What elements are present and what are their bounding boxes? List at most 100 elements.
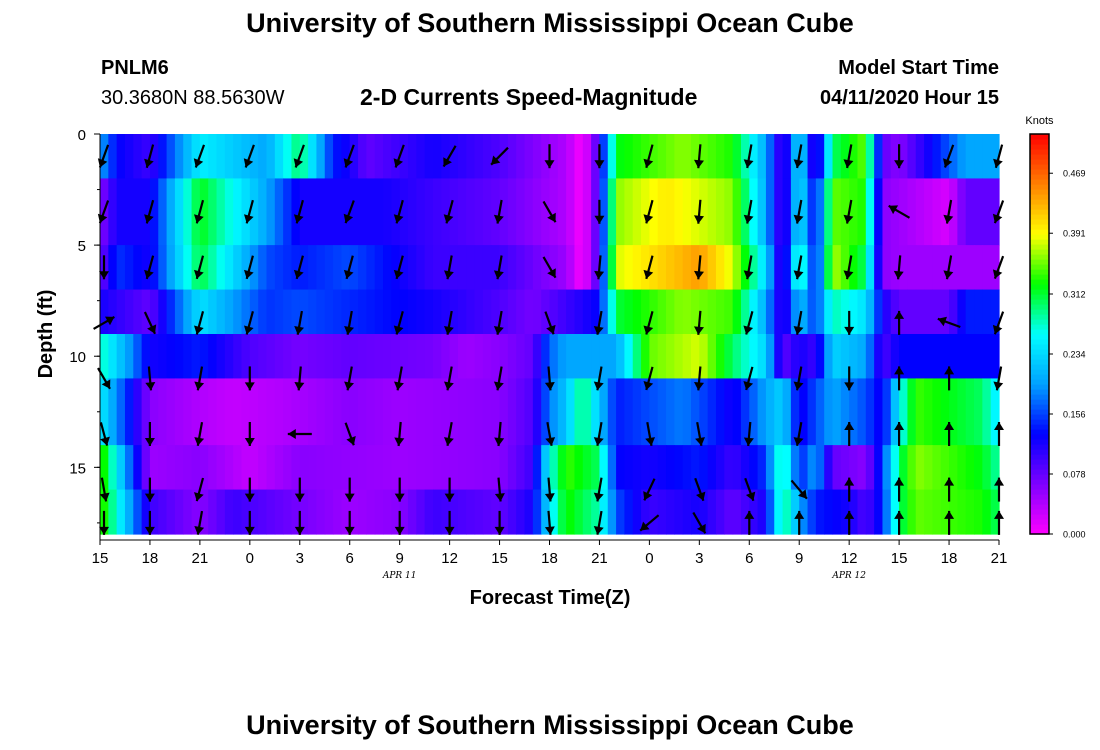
heatmap-cell — [774, 378, 784, 446]
heatmap-cell — [341, 245, 351, 291]
heatmap-cell — [757, 245, 767, 291]
heatmap-cell — [674, 134, 684, 180]
current-arrow-head — [744, 510, 755, 519]
colorbar-segment — [1030, 484, 1049, 490]
heatmap-cell — [299, 178, 309, 246]
current-arrow-head — [694, 326, 704, 335]
heatmap-cell — [982, 178, 992, 246]
heatmap-cell — [199, 378, 209, 446]
heatmap-cell — [274, 378, 284, 446]
current-arrow-head — [394, 437, 405, 446]
heatmap-cell — [524, 334, 534, 380]
heatmap-cell — [149, 134, 159, 180]
heatmap-cell — [133, 134, 143, 180]
colorbar-segment — [1030, 354, 1049, 360]
heatmap-cell — [366, 378, 376, 446]
heatmap-cell — [907, 378, 917, 446]
heatmap-cell — [158, 134, 168, 180]
heatmap-cell — [990, 245, 1000, 291]
heatmap-cell — [840, 178, 850, 246]
heatmap-cell — [899, 378, 909, 446]
heatmap-cell — [241, 334, 251, 380]
heatmap-cell — [732, 334, 742, 380]
colorbar-segment — [1030, 399, 1049, 405]
heatmap-cell — [183, 178, 193, 246]
x-tick-label: 12 — [441, 550, 458, 567]
heatmap-cell — [124, 245, 134, 291]
heatmap-cell — [299, 445, 309, 491]
colorbar-segment — [1030, 329, 1049, 335]
current-arrow-head — [294, 382, 305, 391]
heatmap-cell — [308, 445, 318, 491]
current-arrow-head — [546, 324, 556, 335]
heatmap-cell — [258, 289, 268, 335]
heatmap-cell — [208, 378, 218, 446]
heatmap-cell — [183, 445, 193, 491]
colorbar-segment — [1030, 454, 1049, 460]
current-arrow-head — [544, 160, 555, 169]
heatmap-cell — [974, 178, 983, 246]
heatmap-cell — [582, 489, 592, 535]
current-arrow-head — [992, 269, 1003, 279]
heatmap-cell — [682, 445, 692, 491]
heatmap-cell — [907, 134, 917, 180]
heatmap-cell — [216, 178, 226, 246]
heatmap-cell — [740, 289, 750, 335]
heatmap-cell — [407, 489, 417, 535]
station-location: 30.3680N 88.5630W — [101, 87, 285, 109]
heatmap-cell — [383, 289, 392, 335]
heatmap-cell — [149, 289, 159, 335]
heatmap-cell — [507, 245, 517, 291]
heatmap-cell — [782, 378, 792, 446]
heatmap-cell — [899, 489, 909, 535]
heatmap-cell — [566, 289, 576, 335]
current-arrow-head — [97, 213, 108, 224]
heatmap-cell — [449, 134, 459, 180]
colorbar-segment — [1030, 164, 1049, 170]
heatmap-cell — [532, 178, 542, 246]
current-arrow-head — [194, 526, 205, 535]
heatmap-cell — [507, 378, 517, 446]
colorbar-segment — [1030, 449, 1049, 455]
heatmap-cell — [616, 489, 626, 535]
colorbar-segment — [1030, 284, 1049, 290]
heatmap-cell — [199, 178, 209, 246]
heatmap-cell — [524, 445, 534, 491]
heatmap-cell — [216, 334, 226, 380]
heatmap-cell — [491, 378, 501, 446]
heatmap-cell — [940, 445, 950, 491]
colorbar-segment — [1030, 359, 1049, 365]
heatmap-cell — [965, 245, 975, 291]
heatmap-cell — [849, 378, 859, 446]
heatmap-cell — [316, 245, 326, 291]
heatmap-cell — [657, 178, 667, 246]
heatmap-cell — [399, 489, 409, 535]
heatmap-cell — [724, 445, 734, 491]
colorbar-tick-label: 0.312 — [1063, 290, 1086, 300]
heatmap-cell — [466, 378, 476, 446]
heatmap-cell — [707, 289, 717, 335]
heatmap-cell — [616, 378, 626, 446]
heatmap-cell — [566, 178, 576, 246]
heatmap-cell — [990, 445, 1000, 491]
heatmap-cell — [807, 378, 817, 446]
heatmap-cell — [840, 289, 850, 335]
current-arrow-head — [444, 526, 455, 535]
heatmap-cell — [266, 289, 276, 335]
heatmap-cell — [699, 489, 709, 535]
current-arrow-head — [101, 379, 111, 389]
heatmap-cell — [149, 245, 159, 291]
heatmap-cell — [707, 178, 717, 246]
heatmap-cell — [324, 134, 334, 180]
heatmap-cell — [449, 445, 459, 491]
heatmap-cell — [666, 378, 675, 446]
heatmap-cell — [607, 134, 617, 180]
heatmap-cell — [974, 334, 983, 380]
colorbar-segment — [1030, 504, 1049, 510]
heatmap-cell — [158, 245, 168, 291]
heatmap-cell — [707, 134, 717, 180]
heatmap-cell — [249, 334, 259, 380]
heatmap-cell — [940, 289, 950, 335]
heatmap-cell — [416, 134, 426, 180]
heatmap-cell — [657, 134, 667, 180]
